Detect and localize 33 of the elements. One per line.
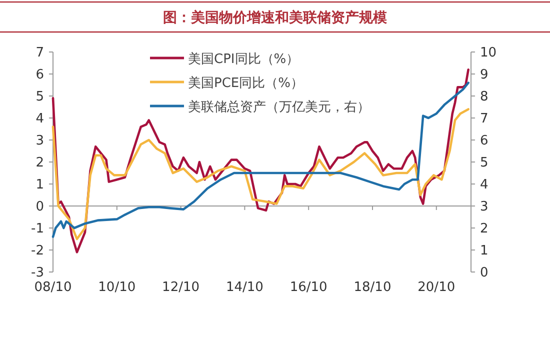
y2-tick-label: 7 — [480, 112, 488, 126]
x-tick-label: 18/10 — [354, 280, 392, 295]
y2-tick-label: 3 — [480, 200, 488, 214]
y2-tick-label: 4 — [480, 178, 488, 192]
y2-tick-label: 6 — [480, 134, 488, 148]
legend-label: 美联储总资产（万亿美元，右） — [188, 99, 370, 115]
y2-tick-label: 8 — [480, 90, 488, 104]
y-tick-label: 7 — [36, 46, 44, 60]
y2-tick-label: 9 — [480, 68, 488, 82]
x-tick-label: 08/10 — [34, 280, 72, 295]
chart-title: 图：美国物价增速和美联储资产规模 — [163, 9, 388, 26]
x-tick-label: 20/10 — [418, 280, 456, 295]
y-tick-label: 6 — [36, 68, 44, 82]
legend-label: 美国CPI同比（%） — [188, 51, 300, 67]
y-tick-label: 4 — [36, 112, 44, 126]
legend-label: 美国PCE同比（%） — [188, 75, 304, 91]
y-tick-label: -1 — [31, 222, 44, 236]
x-tick-label: 16/10 — [290, 280, 328, 295]
y-tick-label: 5 — [36, 90, 44, 104]
y2-tick-label: 0 — [480, 266, 488, 280]
y-tick-label: 1 — [36, 178, 44, 192]
y2-tick-label: 5 — [480, 156, 488, 170]
y-tick-label: -2 — [31, 244, 44, 258]
y-tick-label: 2 — [36, 156, 44, 170]
y2-tick-label: 10 — [480, 46, 497, 60]
y-tick-label: 3 — [36, 134, 44, 148]
y-tick-label: 0 — [36, 200, 44, 214]
x-tick-label: 14/10 — [226, 280, 264, 295]
y-tick-label: -3 — [31, 266, 44, 280]
y2-tick-label: 1 — [480, 244, 488, 258]
x-tick-label: 12/10 — [162, 280, 200, 295]
x-tick-label: 10/10 — [98, 280, 136, 295]
y2-tick-label: 2 — [480, 222, 488, 236]
